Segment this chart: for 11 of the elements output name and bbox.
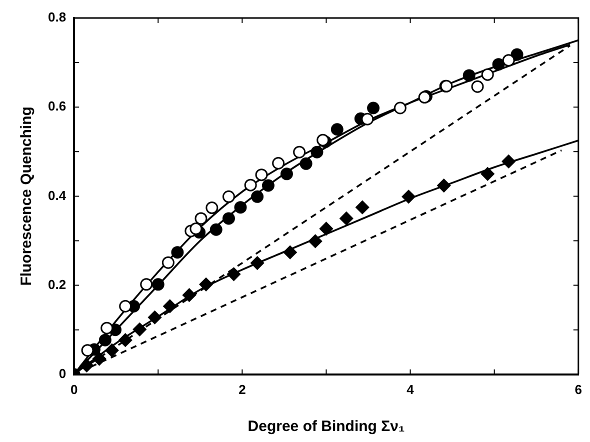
y-tick-label: 0.8 [48, 10, 66, 25]
y-tick-label: 0.2 [48, 276, 66, 292]
x-tick-label: 2 [238, 382, 246, 397]
y-tick-label: 0.6 [48, 98, 66, 114]
x-axis-title: Degree of Binding Σν₁ [248, 418, 405, 436]
y-tick-label: 0 [58, 366, 66, 381]
x-tick-label: 4 [406, 382, 415, 397]
y-tick-label: 0.4 [48, 188, 67, 203]
x-tick-label: 6 [574, 382, 582, 397]
y-axis-title: Fluorescence Quenching [18, 106, 36, 286]
x-tick-label: 0 [70, 382, 78, 397]
